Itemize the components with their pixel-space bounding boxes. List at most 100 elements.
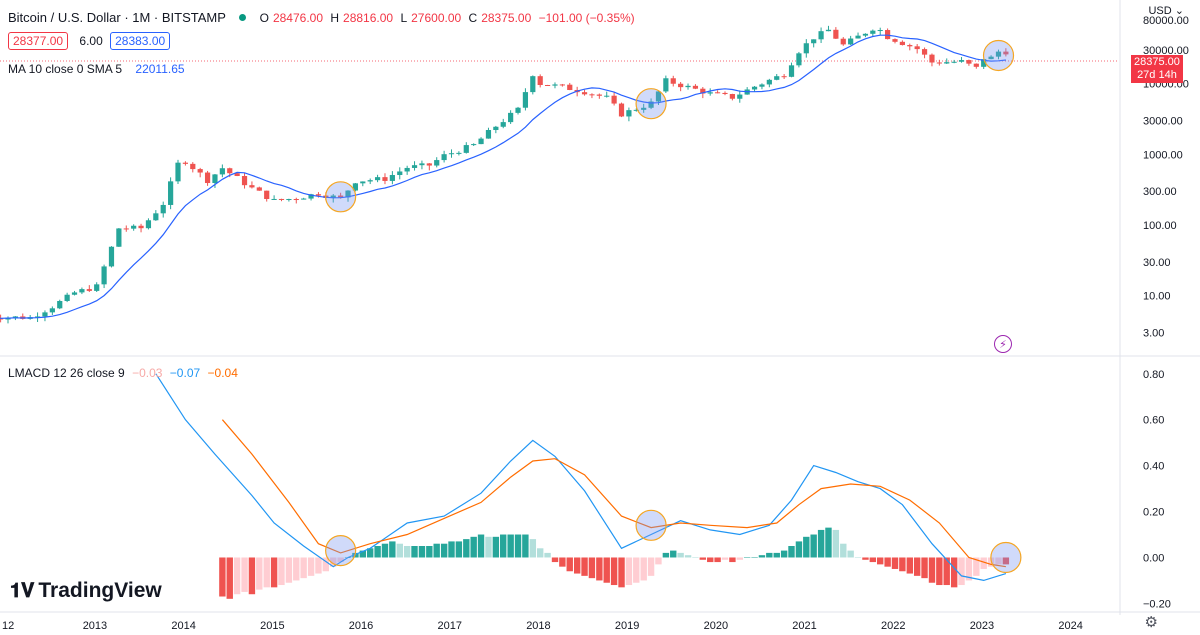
histogram-bar	[633, 557, 640, 583]
candle-body	[249, 185, 255, 188]
candle-body	[596, 94, 602, 96]
gear-icon[interactable]: ⚙	[1144, 614, 1158, 631]
histogram-bar	[278, 557, 285, 586]
candle-body	[360, 181, 366, 184]
histogram-bar	[448, 541, 455, 558]
candle-body	[478, 138, 484, 145]
histogram-bar	[233, 557, 241, 595]
histogram-bar	[470, 536, 477, 558]
price-tick-label: 300.00	[1143, 186, 1177, 198]
status-dot-icon	[239, 14, 247, 21]
histogram-bar	[551, 557, 559, 563]
histogram-bar	[366, 548, 374, 558]
histogram-bar	[677, 552, 684, 558]
lmacd-signal-value: −0.04	[207, 366, 238, 380]
price-tick-label: 80000.00	[1143, 15, 1189, 27]
histogram-bar	[514, 534, 522, 558]
candle-body	[227, 168, 233, 174]
histogram-bar	[766, 552, 773, 558]
candle-body	[774, 76, 780, 80]
time-tick-label: 12	[2, 620, 14, 632]
bid-button[interactable]: 28377.00	[8, 32, 69, 50]
candle-body	[1003, 51, 1009, 55]
candle-body	[803, 43, 809, 54]
histogram-bar	[884, 557, 891, 567]
candle-body	[670, 78, 676, 84]
candle-body	[840, 38, 846, 45]
candle-body	[921, 49, 928, 55]
candle-body	[338, 195, 344, 198]
price-tick-label: 3.00	[1143, 328, 1164, 340]
candle-body	[589, 94, 595, 96]
histogram-bar	[455, 541, 463, 558]
histogram-bar	[788, 546, 795, 558]
histogram-bar	[588, 557, 596, 579]
histogram-bar	[330, 557, 337, 567]
symbol-title[interactable]: Bitcoin / U.S. Dollar · 1M · BITSTAMP	[8, 10, 226, 25]
candle-body	[951, 61, 957, 63]
macd-tick-label: 0.40	[1143, 461, 1164, 473]
tradingview-logo: 𝟏𝐕 TradingView	[10, 579, 162, 603]
candle-body	[278, 198, 285, 200]
histogram-bar	[307, 557, 315, 576]
lmacd-legend[interactable]: LMACD 12 26 close 9 −0.03 −0.07 −0.04	[8, 366, 242, 380]
ma-line	[0, 34, 1006, 319]
histogram-bar	[913, 557, 921, 576]
lightning-icon[interactable]: ⚡	[994, 335, 1012, 353]
candle-body	[966, 60, 972, 64]
candle-body	[862, 33, 869, 36]
candle-body	[153, 213, 159, 221]
candle-body	[825, 29, 832, 32]
candle-body	[42, 312, 48, 317]
histogram-bar	[891, 557, 899, 569]
histogram-group	[219, 527, 1010, 599]
high-value: 28816.00	[343, 11, 394, 25]
histogram-bar	[736, 557, 743, 560]
candle-body	[633, 109, 639, 111]
histogram-bar	[699, 557, 706, 560]
ma-legend-value: 22011.65	[135, 62, 185, 76]
candle-body	[914, 46, 920, 50]
currency-label: USD	[1148, 5, 1172, 17]
candle-body	[958, 60, 965, 62]
histogram-bar	[426, 546, 433, 558]
currency-selector[interactable]: USD ⌄	[1148, 4, 1184, 17]
candle-body	[160, 204, 166, 214]
candle-body	[870, 30, 876, 34]
histogram-bar	[854, 557, 862, 558]
candle-body	[463, 145, 469, 153]
close-label: C	[468, 11, 478, 25]
price-tick-label: 3000.00	[1143, 116, 1183, 128]
candle-body	[936, 62, 942, 64]
histogram-bar	[921, 557, 928, 579]
candle-body	[626, 110, 632, 117]
highlight-circle	[982, 39, 1015, 72]
candle-body	[907, 45, 913, 47]
candle-body	[49, 308, 55, 313]
candle-body	[988, 56, 994, 60]
candle-body	[981, 59, 987, 67]
ask-button[interactable]: 28383.00	[110, 32, 171, 50]
time-tick-label: 2020	[704, 620, 728, 632]
histogram-bar	[729, 557, 736, 563]
ma-legend[interactable]: MA 10 close 0 SMA 5 22011.65	[8, 62, 189, 76]
time-tick-label: 2017	[438, 620, 462, 632]
time-tick-label: 2018	[526, 620, 550, 632]
histogram-bar	[418, 546, 426, 558]
histogram-bar	[707, 557, 714, 563]
candle-body	[411, 165, 418, 168]
histogram-bar	[692, 557, 699, 558]
time-tick-label: 2015	[260, 620, 284, 632]
histogram-bar	[522, 534, 529, 558]
histogram-bar	[433, 543, 440, 558]
histogram-bar	[758, 555, 766, 558]
candle-body	[168, 181, 174, 205]
histogram-bar	[743, 557, 751, 558]
candle-body	[855, 35, 861, 39]
price-tick-label: 100.00	[1143, 220, 1177, 232]
candle-body	[123, 228, 129, 230]
lmacd-macd-value: −0.07	[169, 366, 201, 380]
brand-name: TradingView	[38, 579, 162, 602]
histogram-bar	[537, 548, 544, 558]
